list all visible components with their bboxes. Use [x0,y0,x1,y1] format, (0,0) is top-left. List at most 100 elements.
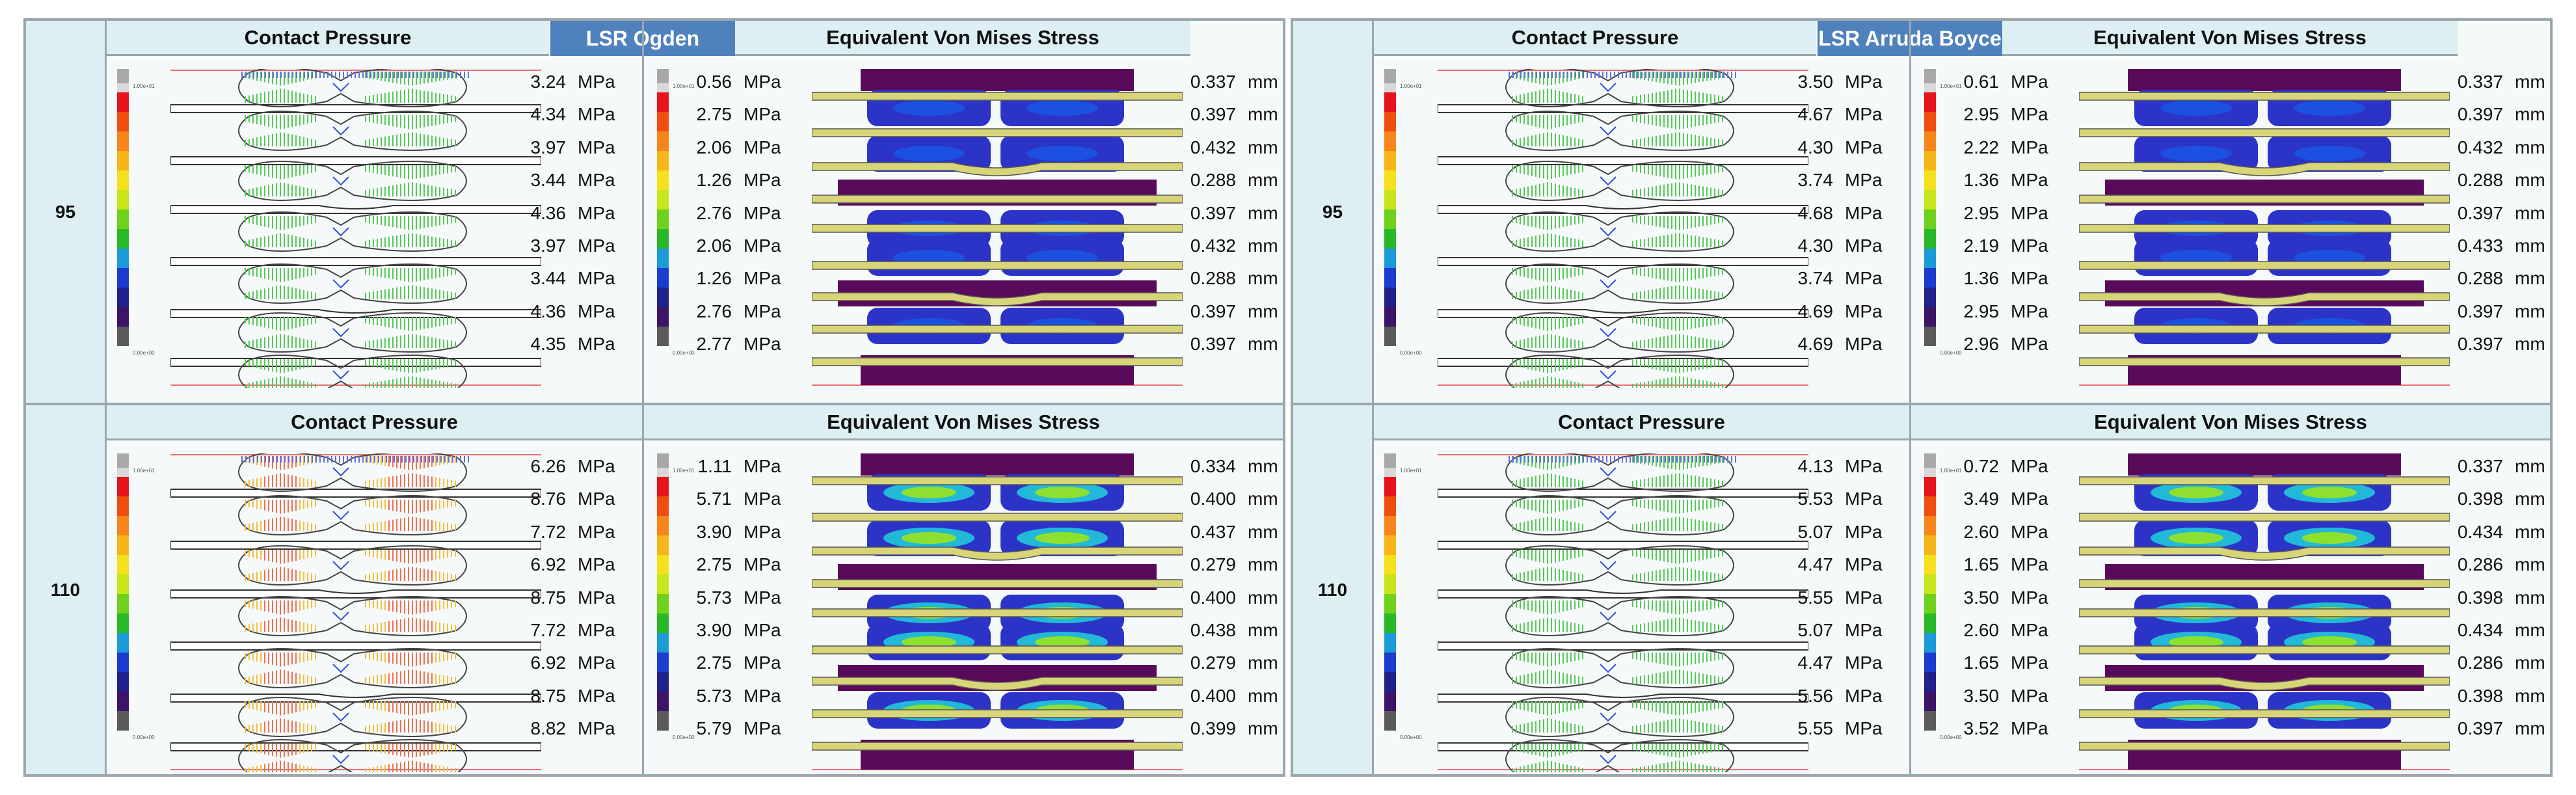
disp-unit: mm [1248,456,1278,476]
vm-value: 3.90 [696,521,732,542]
cp-value: 3.97 [530,137,567,157]
vm-value-row: 1.26 MPa [686,170,781,191]
cp-unit: MPa [578,685,615,706]
vm-unit: MPa [2011,718,2048,739]
vm-value: 1.36 [1963,268,2000,289]
disp-value-row: 0.398 mm [2445,587,2545,608]
vm-unit: MPa [744,301,781,321]
vm-value: 3.50 [1963,685,2000,706]
vm-value-row: 5.79 MPa [686,718,781,739]
cp-unit: MPa [1845,554,1883,575]
cp-value: 4.30 [1797,236,1834,256]
cp-value-row: 5.55 MPa [1788,587,1883,608]
vm-value-row: 5.71 MPa [686,489,781,509]
row-divider [1293,403,2550,405]
vm-value-row: 3.49 MPa [1953,489,2048,509]
color-legend-vm [1924,69,1936,380]
cp-value-row: 4.34 MPa [520,104,615,125]
disp-unit: mm [1248,334,1278,355]
vm-value: 3.90 [696,620,732,640]
cp-unit: MPa [578,202,615,223]
cp-unit: MPa [1845,718,1883,739]
model-block-arruda-boyce: 95 Contact Pressure Equivalent Von Mises S… [1291,18,2553,779]
cp-value-row: 3.24 MPa [520,72,615,92]
disp-value-row: 0.334 mm [1177,456,1278,477]
von-mises-stress-plot [811,69,1183,388]
disp-value-row: 0.432 mm [1177,236,1278,256]
cp-value: 6.92 [530,653,567,673]
vm-value: 2.22 [1963,137,2000,157]
cp-unit: MPa [1845,202,1883,223]
cp-value: 4.69 [1797,334,1834,355]
disp-value-row: 0.337 mm [2445,72,2545,92]
disp-value-row: 0.399 mm [1177,718,1278,739]
cp-value-row: 5.55 MPa [1788,718,1883,739]
vm-value-row: 1.36 MPa [1953,268,2048,289]
vm-value: 1.65 [1963,554,2000,575]
vm-value-row: 2.95 MPa [1953,301,2048,322]
color-legend-vm [657,453,669,764]
vm-value-row: 2.96 MPa [1953,334,2048,355]
cp-value-row: 4.36 MPa [520,301,615,322]
disp-unit: mm [1248,554,1278,575]
disp-value: 0.397 [2457,334,2503,355]
model-block-ogden: 95 Contact Pressure Equivalent Von Mises S… [23,18,1285,779]
cp-value: 8.75 [530,587,567,608]
disp-value: 0.434 [2457,521,2503,542]
disp-value-row: 0.398 mm [2445,489,2545,509]
disp-value: 0.433 [2457,236,2503,256]
disp-value-row: 0.288 mm [2445,268,2545,289]
vm-unit: MPa [2011,620,2048,640]
vm-value: 2.06 [696,236,732,256]
disp-value: 0.337 [2457,72,2503,92]
cp-unit: MPa [578,456,615,476]
vm-value-row: 2.75 MPa [686,653,781,673]
cp-value-row: 7.72 MPa [520,522,615,543]
cp-value: 8.82 [530,718,567,739]
vm-value-row: 3.52 MPa [1953,718,2048,739]
vm-value: 2.77 [696,334,732,355]
cp-unit: MPa [578,104,615,125]
cp-unit: MPa [578,620,615,640]
vm-unit: MPa [2011,72,2048,92]
cp-value-row: 3.50 MPa [1788,72,1883,92]
disp-unit: mm [2515,268,2545,289]
vm-unit: MPa [744,521,781,542]
disp-unit: mm [1248,489,1278,509]
disp-value-row: 0.433 mm [2445,236,2545,256]
color-legend-cp [117,69,129,380]
cp-unit: MPa [1845,620,1883,640]
cp-value-row: 4.36 MPa [520,203,615,224]
disp-unit: mm [1248,521,1278,542]
disp-value: 0.397 [1190,202,1236,223]
cp-value: 3.44 [530,268,567,289]
legend-max-label: 1.00e+01 [133,83,155,89]
cp-value: 4.34 [530,104,567,125]
cp-unit: MPa [578,489,615,509]
disp-value: 0.334 [1190,456,1236,476]
legend-max-label: 1.00e+01 [133,468,155,474]
disp-unit: mm [2515,104,2545,125]
vm-value: 5.73 [696,587,732,608]
cp-value: 4.47 [1797,653,1834,673]
disp-unit: mm [2515,137,2545,157]
cp-value-row: 4.69 MPa [1788,301,1883,322]
vm-value-row: 1.65 MPa [1953,554,2048,575]
cp-value-row: 6.26 MPa [520,456,615,477]
disp-value: 0.279 [1190,653,1236,673]
cp-unit: MPa [1845,301,1883,321]
vm-value-row: 3.50 MPa [1953,686,2048,707]
disp-unit: mm [1248,587,1278,608]
vm-value-row: 3.90 MPa [686,620,781,641]
disp-value: 0.438 [1190,620,1236,640]
disp-unit: mm [2515,587,2545,608]
column-divider [642,21,644,403]
vm-value: 2.96 [1963,334,2000,355]
legend-min-label: 0.00e+00 [1940,350,1962,356]
disp-unit: mm [2515,301,2545,321]
disp-value-row: 0.397 mm [2445,334,2545,355]
vm-unit: MPa [744,456,781,476]
disp-value-row: 0.438 mm [1177,620,1278,641]
vm-unit: MPa [744,236,781,256]
vm-value-row: 1.26 MPa [686,268,781,289]
